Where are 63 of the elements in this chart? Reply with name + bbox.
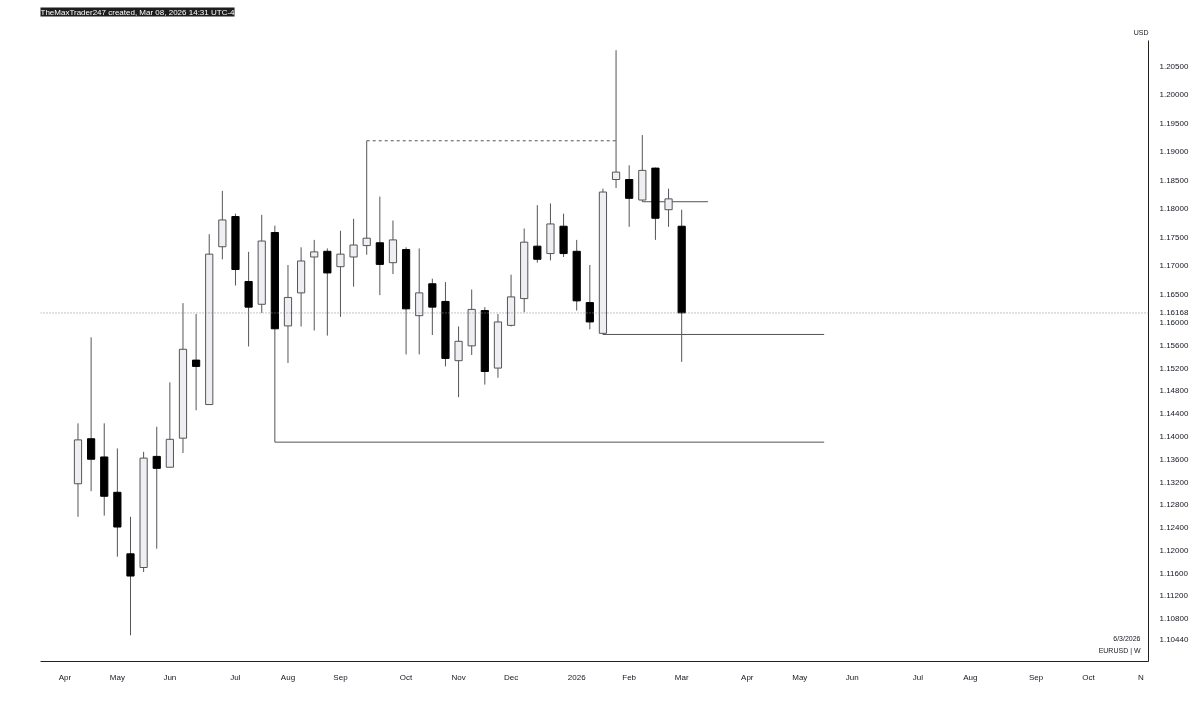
- candlestick: [375, 196, 384, 296]
- candlestick: [126, 516, 135, 636]
- candlestick: [336, 230, 345, 318]
- x-tick-label: Jul: [230, 672, 241, 682]
- y-tick-label: 1.14800: [1159, 386, 1189, 396]
- y-tick-label: 1.14400: [1159, 409, 1189, 419]
- candlestick: [533, 204, 542, 264]
- x-tick-label: Jun: [845, 672, 859, 682]
- candlestick: [415, 247, 424, 355]
- x-tick-label: 2026: [567, 672, 587, 682]
- x-tick-label: Aug: [963, 672, 978, 682]
- y-tick-label: 1.14000: [1159, 431, 1189, 441]
- x-tick-label: Sep: [1028, 672, 1044, 682]
- x-tick-label: Apr: [741, 672, 754, 682]
- candlestick: [310, 239, 319, 331]
- y-tick-label: 1.12000: [1159, 545, 1189, 555]
- candlestick: [362, 140, 371, 256]
- y-tick-label: 1.20500: [1159, 61, 1189, 71]
- y-tick-label: 1.13600: [1159, 454, 1189, 464]
- y-tick-label: 1.10800: [1159, 614, 1189, 624]
- x-tick-label: Oct: [399, 672, 414, 682]
- candlestick: [323, 247, 332, 337]
- x-tick-label: Dec: [503, 672, 519, 682]
- x-tick-label: Oct: [1082, 672, 1096, 682]
- y-tick-label: 1.18500: [1159, 175, 1189, 185]
- y-tick-label: 1.16500: [1159, 289, 1189, 299]
- y-tick-label: 1.19000: [1159, 147, 1189, 157]
- candlestick: [192, 313, 201, 411]
- y-tick-label: 1.12400: [1159, 523, 1189, 533]
- y-tick-label: 1.10440: [1159, 634, 1189, 644]
- y-tick-label: 1.20000: [1159, 90, 1189, 100]
- x-tick-label: Mar: [674, 672, 689, 682]
- y-tick-label: 1.16000: [1159, 318, 1189, 328]
- x-tick-label: Apr: [58, 672, 72, 682]
- y-tick-label: 1.17500: [1159, 232, 1189, 242]
- candlestick: [87, 336, 96, 492]
- x-tick-label: Feb: [622, 672, 637, 682]
- y-tick-label: 1.19500: [1159, 118, 1189, 128]
- ref-line-label: 1.16168: [1159, 308, 1189, 318]
- candlestick: [349, 218, 358, 288]
- x-tick-label: Sep: [333, 672, 349, 682]
- y-tick-label: 1.15200: [1159, 363, 1189, 373]
- y-tick-label: 1.13200: [1159, 477, 1189, 487]
- candlestick: [428, 278, 437, 336]
- x-tick-label: May: [109, 672, 125, 682]
- chart-title: TheMaxTrader247 created, Mar 08, 2026 14:31 UTC-4: [40, 7, 236, 17]
- x-tick-label: May: [792, 672, 808, 682]
- candlestick: [152, 426, 161, 550]
- candlestick: [585, 264, 594, 330]
- candlestick: [388, 220, 398, 275]
- y-tick-label: 1.17000: [1159, 261, 1189, 271]
- x-tick-label: Jul: [912, 672, 924, 682]
- candlestick: [454, 326, 463, 398]
- x-tick-label: Aug: [280, 672, 296, 682]
- x-tick-label: Jun: [163, 672, 177, 682]
- x-tick-label: Nov: [451, 672, 466, 682]
- x-tick-label: N: [1138, 672, 1145, 682]
- y-tick-label: 1.18000: [1159, 204, 1189, 214]
- y-tick-label: 1.12800: [1159, 500, 1189, 510]
- y-tick-label: 1.11600: [1159, 568, 1189, 578]
- y-tick-label: 1.15600: [1159, 340, 1189, 350]
- candlestick: [625, 164, 634, 228]
- y-tick-label: 1.11200: [1159, 591, 1189, 601]
